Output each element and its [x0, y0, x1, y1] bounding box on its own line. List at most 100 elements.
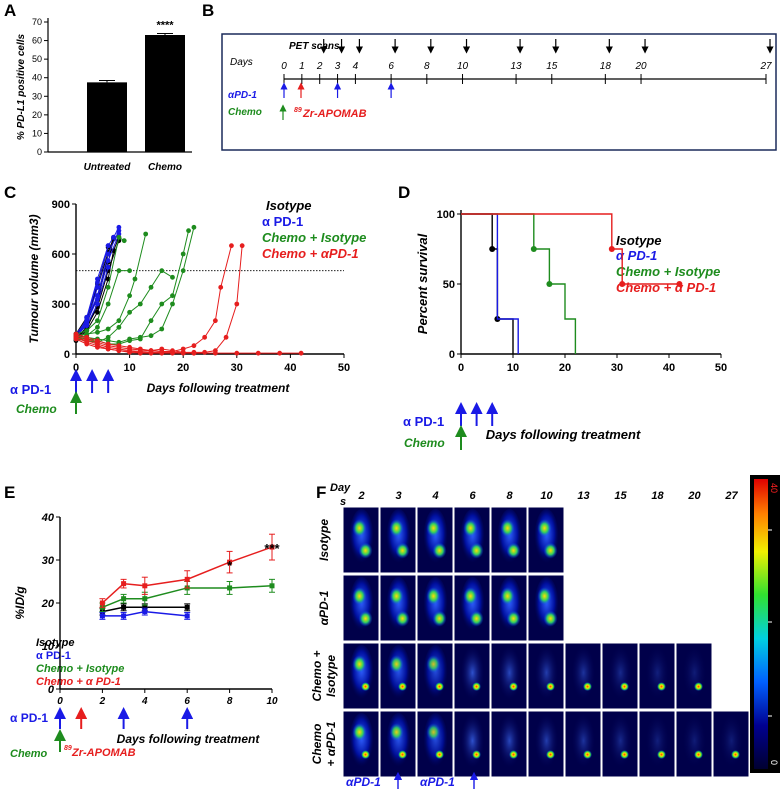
pet-image-cell [675, 710, 713, 778]
pet-tumour-signal [432, 610, 447, 627]
c-point-red [105, 341, 111, 347]
pet-tumour-signal [543, 610, 558, 627]
pet-image-cell [564, 642, 602, 710]
c-point-green [127, 309, 132, 315]
a-bar-chemo [145, 35, 185, 152]
c-legend-chemo-apd1: Chemo + αPD-1 [262, 246, 359, 261]
timeline-tick-label: 4 [353, 61, 359, 72]
a-bar-untreated [87, 82, 127, 152]
c-y-axis-label: Tumour volume (mm3) [27, 214, 41, 343]
c-point-green [95, 329, 100, 335]
pet-organ-signal [426, 587, 441, 606]
pet-tumour-signal [620, 750, 629, 760]
c-x-tick-label: 0 [73, 362, 79, 374]
c-x-axis-label: Days following treatment [147, 381, 291, 395]
f-row-label-line: αPD-1 [317, 590, 331, 625]
pet-organ-signal [389, 587, 404, 606]
e-point-red [121, 581, 127, 587]
c-point-green [191, 224, 197, 230]
panel-b-timeline: PET scans Days 0 1 2 3 4 6 8 10 13 15 18 20 27 αPD-1… [221, 33, 777, 151]
pet-image-cell [453, 642, 491, 710]
c-point-blue [95, 276, 100, 282]
f-day-label: 4 [431, 490, 438, 502]
timeline-tick-label: 20 [634, 61, 647, 72]
a-y-tick-label: 60 [32, 36, 42, 46]
pet-organ-signal [389, 723, 404, 742]
colorbar [754, 479, 768, 769]
d-y-axis-label: Percent survival [415, 233, 430, 334]
pet-tumour-signal [694, 750, 703, 760]
c-point-green [84, 328, 90, 334]
c-x-tick-label: 40 [284, 362, 296, 374]
e-y-tick-label: 40 [41, 512, 55, 524]
d-treatment-chemo-label: Chemo [404, 436, 445, 450]
a-y-tick-label: 40 [32, 73, 42, 83]
c-point-red [84, 334, 90, 340]
f-row-label-line: Chemo [310, 724, 324, 765]
c-point-green [148, 284, 154, 290]
e-point-green [121, 596, 127, 602]
c-point-green [137, 334, 143, 340]
pet-tumour-signal [435, 750, 444, 760]
c-point-blue [95, 296, 100, 302]
c-point-blue [105, 243, 111, 249]
c-point-green [116, 234, 122, 240]
pet-tumour-signal [398, 750, 407, 760]
c-point-green [170, 274, 175, 280]
c-point-red [180, 346, 186, 352]
c-point-blue [116, 231, 122, 237]
c-point-green [159, 326, 165, 332]
c-point-red [180, 349, 186, 355]
f-row-label-line: Isotype [324, 655, 338, 697]
e-legend-chemo-apd1: Chemo + α PD-1 [36, 676, 121, 688]
pet-body-signal [682, 644, 707, 701]
pet-image-cell [601, 710, 639, 778]
e-x-tick-label: 2 [99, 696, 106, 707]
c-legend-apd1: α PD-1 [262, 214, 303, 229]
pet-body-signal [571, 712, 596, 769]
pet-image-cell [416, 506, 454, 574]
a-y-tick-label: 20 [32, 110, 42, 120]
d-point-green [530, 246, 537, 252]
c-point-blue [105, 251, 111, 257]
c-curve-blue [75, 267, 109, 337]
pet-tumour-signal [657, 750, 666, 760]
c-point-red [148, 349, 154, 355]
f-days-header-1: Day [330, 482, 351, 494]
pet-organ-signal [352, 723, 367, 742]
pet-tumour-signal [361, 682, 370, 692]
pet-image-cell [564, 710, 602, 778]
c-point-black [95, 309, 100, 315]
f-day-label: 13 [577, 490, 589, 502]
timeline-tick-label: 0 [281, 61, 287, 72]
e-x-axis-label: Days following treatment [117, 732, 261, 746]
e-point-green [142, 596, 148, 602]
pet-organ-signal [426, 723, 441, 742]
c-curve-red [75, 338, 173, 353]
pet-image-cell [527, 506, 565, 574]
c-point-red [229, 243, 234, 249]
pet-image-cell [601, 642, 639, 710]
e-curve-red [101, 546, 273, 604]
a-significance: **** [156, 20, 174, 32]
pet-image-cell [675, 642, 713, 710]
panel-a-bar-chart: 0 10 20 30 40 50 60 70 % PD-L1 positive cells Unt… [16, 17, 192, 173]
pet-image-cell [527, 574, 565, 642]
e-significance: * [227, 558, 233, 573]
e-legend-apd1: α PD-1 [36, 650, 71, 662]
pet-body-signal [645, 644, 670, 701]
f-day-label: 15 [614, 490, 627, 502]
pet-organ-signal [463, 587, 478, 606]
pet-tumour-signal [546, 682, 555, 692]
c-point-green [116, 339, 122, 345]
pet-tumour-signal [694, 682, 703, 692]
timeline-tick-label: 13 [511, 61, 523, 72]
pet-tumour-signal [469, 542, 484, 559]
timeline-tick-label: 1 [299, 61, 305, 72]
pet-image-cell [453, 710, 491, 778]
e-y-tick-label: 30 [42, 555, 55, 567]
c-point-red [191, 350, 197, 356]
d-legend-chemo-isotype: Chemo + Isotype [616, 264, 720, 279]
d-curve-blue [461, 213, 519, 354]
c-curve-red [75, 245, 243, 353]
